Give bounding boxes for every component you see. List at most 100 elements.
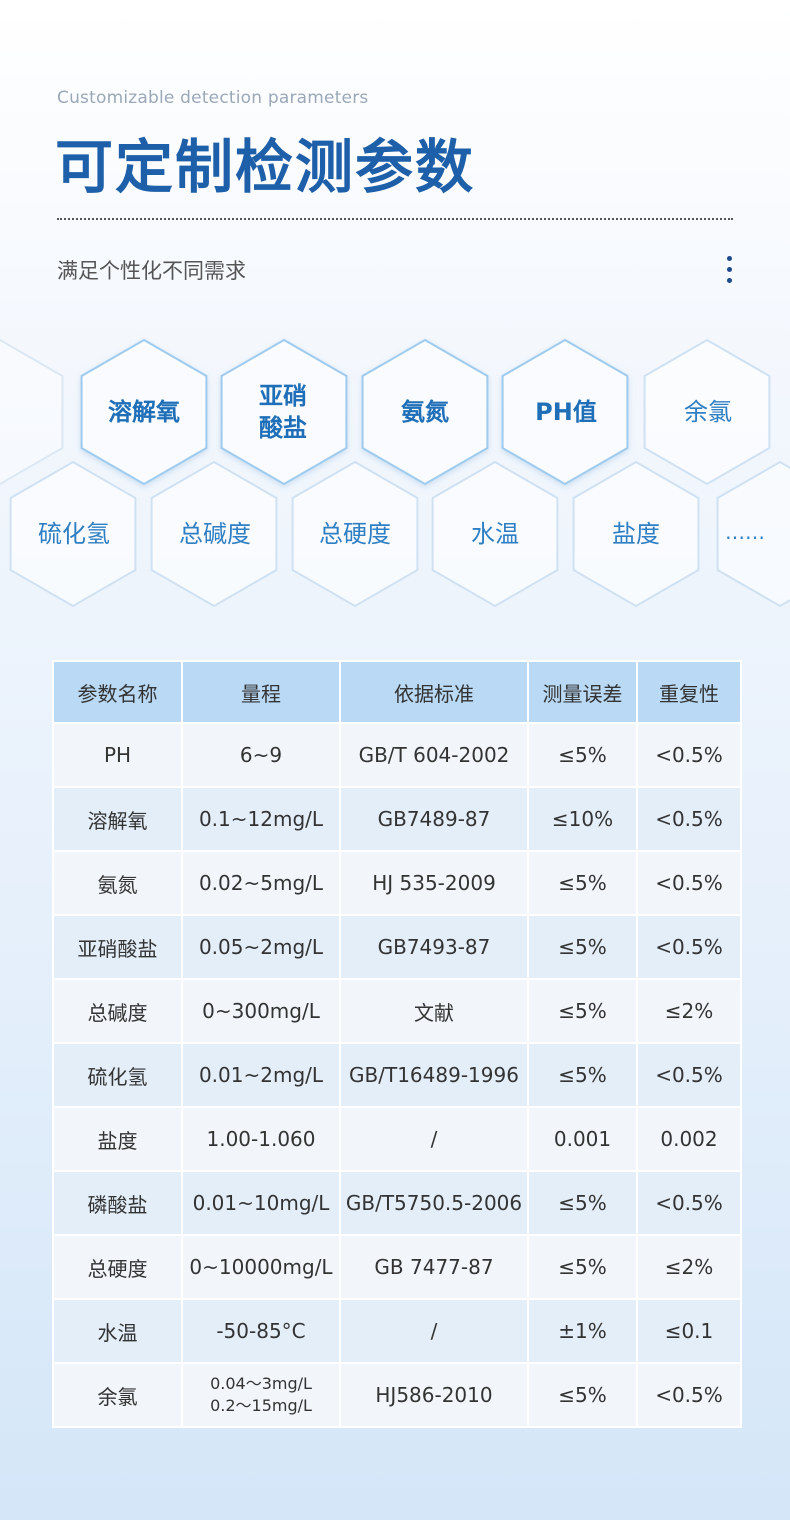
hex-label-water-temperature: 水温 bbox=[471, 520, 519, 548]
hexagon-row2-3 bbox=[431, 460, 559, 608]
cell: 0.01~2mg/L bbox=[181, 1042, 341, 1108]
cell: <0.5% bbox=[636, 1170, 742, 1236]
table-row: 硫化氢 0.01~2mg/L GB/T16489-1996 ≤5% <0.5% bbox=[52, 1042, 742, 1108]
cell: ≤5% bbox=[527, 722, 638, 788]
table-row: 水温 -50-85°C / ±1% ≤0.1 bbox=[52, 1298, 742, 1364]
table-row: 氨氮 0.02~5mg/L HJ 535-2009 ≤5% <0.5% bbox=[52, 850, 742, 916]
header-error: 测量误差 bbox=[527, 660, 638, 724]
cell: 0.002 bbox=[636, 1106, 742, 1172]
cell: 硫化氢 bbox=[52, 1042, 183, 1108]
cell: 亚硝酸盐 bbox=[52, 914, 183, 980]
cell: ≤10% bbox=[527, 786, 638, 852]
cell: 0~10000mg/L bbox=[181, 1234, 341, 1300]
parameter-hexagons: 溶解氧 亚硝 酸盐 氨氮 PH值 余氯 硫化氢 总碱度 总硬度 水温 盐度 …… bbox=[0, 320, 790, 620]
hex-label-nitrite: 亚硝 酸盐 bbox=[259, 382, 307, 442]
cell: PH bbox=[52, 722, 183, 788]
cell: ≤5% bbox=[527, 1170, 638, 1236]
table-row: 盐度 1.00-1.060/0.001 0.002 bbox=[52, 1106, 742, 1172]
cell: ≤5% bbox=[527, 1362, 638, 1428]
cell: 0.05~2mg/L bbox=[181, 914, 341, 980]
cell: 余氯 bbox=[52, 1362, 183, 1428]
cell: <0.5% bbox=[636, 1042, 742, 1108]
hex-label-ellipsis: …… bbox=[725, 520, 765, 544]
header-standard: 依据标准 bbox=[339, 660, 529, 724]
cell: 水温 bbox=[52, 1298, 183, 1364]
cell: 文献 bbox=[339, 978, 529, 1044]
hexagon-grid bbox=[0, 338, 790, 608]
cell: / bbox=[339, 1298, 529, 1364]
table-row: PH 6~9 GB/T 604-2002 ≤5% <0.5% bbox=[52, 722, 742, 788]
cell: ≤5% bbox=[527, 914, 638, 980]
cell: 0.001 bbox=[527, 1106, 638, 1172]
cell: GB 7477-87 bbox=[339, 1234, 529, 1300]
cell: ≤2% bbox=[636, 978, 742, 1044]
table-row: 亚硝酸盐 0.05~2mg/L GB7493-87 ≤5% <0.5% bbox=[52, 914, 742, 980]
subtitle-en: Customizable detection parameters bbox=[57, 88, 369, 108]
hexagon-row2-4 bbox=[572, 460, 700, 608]
cell: GB7489-87 bbox=[339, 786, 529, 852]
hexagon-row2-2 bbox=[291, 460, 419, 608]
hex-label-residual-chlorine: 余氯 bbox=[684, 398, 732, 426]
cell: <0.5% bbox=[636, 786, 742, 852]
cell: <0.5% bbox=[636, 1362, 742, 1428]
cell: 1.00-1.060 bbox=[181, 1106, 341, 1172]
cell: ≤5% bbox=[527, 1042, 638, 1108]
hex-label-dissolved-oxygen: 溶解氧 bbox=[108, 398, 180, 426]
header-range: 量程 bbox=[181, 660, 341, 724]
cell: 溶解氧 bbox=[52, 786, 183, 852]
cell: GB7493-87 bbox=[339, 914, 529, 980]
hexagon-row2-1 bbox=[150, 460, 278, 608]
cell: <0.5% bbox=[636, 914, 742, 980]
dotted-divider bbox=[57, 218, 733, 220]
table-row: 磷酸盐 0.01~10mg/L GB/T5750.5-2006 ≤5% <0.5% bbox=[52, 1170, 742, 1236]
cell: HJ 535-2009 bbox=[339, 850, 529, 916]
cell: ≤5% bbox=[527, 850, 638, 916]
cell: HJ586-2010 bbox=[339, 1362, 529, 1428]
page-title: 可定制检测参数 bbox=[55, 133, 476, 201]
cell: ≤5% bbox=[527, 1234, 638, 1300]
cell: 氨氮 bbox=[52, 850, 183, 916]
parameter-table: 参数名称 量程 依据标准 测量误差 重复性 PH 6~9 GB/T 604-2002… bbox=[52, 660, 742, 1428]
cell: GB/T 604-2002 bbox=[339, 722, 529, 788]
cell: ≤0.1 bbox=[636, 1298, 742, 1364]
hex-label-ammonia: 氨氮 bbox=[401, 398, 449, 426]
hexagon-edge-left bbox=[0, 338, 64, 486]
cell: 磷酸盐 bbox=[52, 1170, 183, 1236]
tagline: 满足个性化不同需求 bbox=[57, 259, 246, 283]
cell-multiline: 0.04～3mg/L 0.2～15mg/L bbox=[181, 1362, 341, 1428]
cell: 总碱度 bbox=[52, 978, 183, 1044]
cell: 盐度 bbox=[52, 1106, 183, 1172]
table-row: 余氯 0.04～3mg/L 0.2～15mg/L HJ586-2010 ≤5% <0.5% bbox=[52, 1362, 742, 1428]
cell: GB/T5750.5-2006 bbox=[339, 1170, 529, 1236]
cell: ≤2% bbox=[636, 1234, 742, 1300]
cell: 0~300mg/L bbox=[181, 978, 341, 1044]
hex-label-total-alkalinity: 总碱度 bbox=[179, 520, 251, 548]
cell: <0.5% bbox=[636, 850, 742, 916]
table-row: 溶解氧 0.1~12mg/L GB7489-87 ≤10% <0.5% bbox=[52, 786, 742, 852]
cell: ±1% bbox=[527, 1298, 638, 1364]
hexagon-row1-3 bbox=[501, 338, 629, 486]
table-row: 总碱度 0~300mg/L 文献 ≤5% ≤2% bbox=[52, 978, 742, 1044]
more-icon bbox=[727, 256, 733, 289]
hex-label-total-hardness: 总硬度 bbox=[319, 520, 391, 548]
hex-label-hydrogen-sulfide: 硫化氢 bbox=[38, 520, 110, 548]
table-header-row: 参数名称 量程 依据标准 测量误差 重复性 bbox=[52, 660, 742, 724]
cell: 0.01~10mg/L bbox=[181, 1170, 341, 1236]
cell: ≤5% bbox=[527, 978, 638, 1044]
cell: <0.5% bbox=[636, 722, 742, 788]
cell: 0.02~5mg/L bbox=[181, 850, 341, 916]
cell: GB/T16489-1996 bbox=[339, 1042, 529, 1108]
hex-label-salinity: 盐度 bbox=[612, 520, 660, 548]
table-row: 总硬度 0~10000mg/L GB 7477-87 ≤5% ≤2% bbox=[52, 1234, 742, 1300]
hexagon-row1-1 bbox=[220, 338, 348, 486]
hexagon-row2-0 bbox=[9, 460, 137, 608]
hexagon-edge-right bbox=[716, 460, 790, 608]
hexagon-row1-0 bbox=[80, 338, 208, 486]
hexagon-row1-4 bbox=[643, 338, 771, 486]
cell: 0.1~12mg/L bbox=[181, 786, 341, 852]
cell: -50-85°C bbox=[181, 1298, 341, 1364]
cell: 6~9 bbox=[181, 722, 341, 788]
cell: / bbox=[339, 1106, 529, 1172]
cell: 总硬度 bbox=[52, 1234, 183, 1300]
header-repeatability: 重复性 bbox=[636, 660, 742, 724]
